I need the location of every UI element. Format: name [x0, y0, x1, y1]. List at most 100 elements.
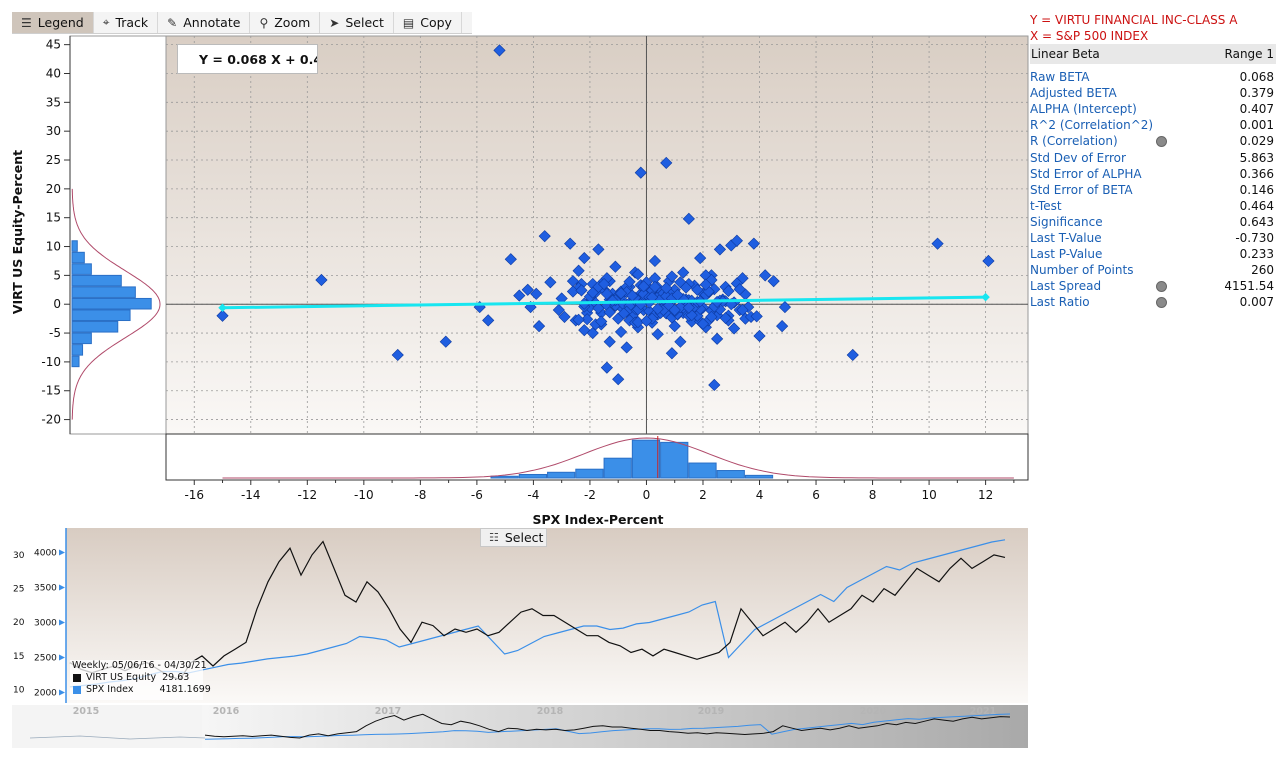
- data-point: [626, 289, 639, 302]
- data-point: [711, 332, 724, 345]
- stat-value: 0.366: [1239, 166, 1274, 181]
- timeseries-select-button[interactable]: ☷ Select: [480, 528, 547, 547]
- stat-label: Adjusted BETA: [1030, 86, 1117, 101]
- stat-row[interactable]: Last Spread 4151.54: [1030, 278, 1276, 294]
- data-point: [555, 292, 568, 305]
- data-point: [736, 303, 749, 317]
- beta-chart-canvas[interactable]: -16 -14 -12 -10 -8 -6 -4 -2 0 2 4 6 8 10 1245403530252…: [0, 0, 1030, 759]
- data-point: [603, 335, 616, 348]
- y-tick-label: -20: [41, 413, 61, 427]
- spx-series-line: [69, 539, 1006, 688]
- track-button[interactable]: ⌖ Track: [94, 12, 159, 33]
- stat-row[interactable]: Significance 0.643: [1030, 214, 1276, 230]
- stat-row[interactable]: Raw BETA 0.068: [1030, 69, 1276, 85]
- x-histogram-bar: [575, 468, 604, 479]
- stat-label: Significance: [1030, 214, 1103, 229]
- data-point: [727, 322, 741, 335]
- x-histogram-bar: [603, 457, 632, 479]
- stat-value: -0.730: [1235, 230, 1274, 245]
- navigator-history-line: [29, 735, 206, 740]
- stat-value: 5.863: [1239, 150, 1274, 165]
- x-tick-label: 10: [921, 488, 936, 502]
- stat-label: Last T-Value: [1030, 230, 1102, 245]
- y-histogram-bar: [71, 321, 119, 333]
- y-histogram-bar: [71, 309, 131, 322]
- stat-value: 0.407: [1239, 102, 1274, 117]
- stat-value: 0.029: [1239, 134, 1274, 149]
- x-histogram-bar: [716, 470, 745, 479]
- navigator-year-label: 2015: [73, 706, 99, 717]
- stat-row[interactable]: Std Dev of Error 5.863: [1030, 149, 1276, 165]
- stat-row[interactable]: Adjusted BETA 0.379: [1030, 85, 1276, 101]
- scatter-plot-area: [165, 35, 1029, 435]
- stat-label: R (Correlation): [1030, 134, 1118, 149]
- y-tick-label: -15: [41, 384, 61, 398]
- data-point: [592, 302, 605, 315]
- axis-arrow-marker: [59, 619, 65, 626]
- data-point: [778, 301, 792, 314]
- stat-row[interactable]: Last Ratio 0.007: [1030, 294, 1276, 310]
- regression-endpoint: [981, 292, 990, 302]
- x-tick-label: -6: [471, 488, 483, 502]
- data-point: [575, 284, 588, 297]
- data-point: [532, 320, 546, 333]
- data-point: [665, 270, 678, 283]
- y-histogram-bar: [71, 297, 152, 310]
- data-point: [759, 269, 772, 282]
- list-icon: ☷: [489, 531, 499, 544]
- annotate-button[interactable]: ✎ Annotate: [158, 12, 251, 33]
- axis-arrow-marker: [59, 689, 65, 696]
- stat-row[interactable]: Last P-Value 0.233: [1030, 246, 1276, 262]
- select-button[interactable]: ➤ Select: [320, 12, 394, 33]
- virt-series-line: [69, 540, 1006, 681]
- stat-row[interactable]: Number of Points 260: [1030, 262, 1276, 278]
- navigator-year-label: 2021: [970, 706, 996, 717]
- y-tick-label: 25: [46, 153, 61, 167]
- left-axis-tick-label: 15: [13, 652, 24, 662]
- y-histogram-bar: [71, 332, 92, 345]
- stat-value: 0.379: [1239, 86, 1274, 101]
- data-point: [586, 286, 599, 299]
- data-point: [747, 237, 760, 250]
- timeseries-legend: Weekly: 05/06/16 - 04/30/21 VIRT US Equi…: [70, 660, 211, 700]
- zoom-button[interactable]: ⚲ Zoom: [250, 12, 321, 33]
- legend-button[interactable]: ☰ Legend: [12, 12, 94, 33]
- stats-header-range: Range 1: [1224, 47, 1274, 61]
- stat-row[interactable]: R^2 (Correlation^2) 0.001: [1030, 117, 1276, 133]
- x-histogram-bar: [490, 475, 519, 479]
- data-point: [572, 313, 585, 326]
- copy-button[interactable]: ▤ Copy: [394, 12, 462, 33]
- data-point: [513, 289, 526, 302]
- data-point: [646, 291, 659, 304]
- stats-rows: Raw BETA 0.068 Adjusted BETA 0.379 ALPHA (In…: [1030, 69, 1276, 310]
- stat-label: Raw BETA: [1030, 70, 1090, 85]
- stat-label: R^2 (Correlation^2): [1030, 118, 1154, 133]
- y-histogram-bar: [71, 286, 136, 298]
- navigator-virt-line: [204, 713, 1011, 739]
- axis-arrow-marker: [59, 654, 65, 661]
- data-point: [558, 310, 571, 323]
- data-point: [846, 348, 859, 362]
- y-axis-label: VIRT US Equity-Percent: [10, 150, 25, 314]
- stat-row[interactable]: t-Test 0.464: [1030, 198, 1276, 214]
- stat-row[interactable]: R (Correlation) 0.029: [1030, 133, 1276, 149]
- gear-icon[interactable]: [1156, 135, 1167, 147]
- y-histogram-bar: [71, 344, 84, 356]
- stat-label: Number of Points: [1030, 263, 1134, 278]
- magnifier-icon: ⚲: [259, 15, 269, 30]
- data-point: [750, 310, 763, 323]
- stat-row[interactable]: Std Error of ALPHA 0.366: [1030, 166, 1276, 182]
- left-axis-tick-label: 10: [13, 686, 25, 696]
- data-point: [674, 335, 687, 348]
- y-tick-label: 30: [46, 124, 61, 138]
- data-point: [699, 278, 712, 291]
- stat-row[interactable]: Std Error of BETA 0.146: [1030, 182, 1276, 198]
- data-point: [931, 237, 944, 250]
- stat-row[interactable]: ALPHA (Intercept) 0.407: [1030, 101, 1276, 117]
- stat-row[interactable]: Last T-Value -0.730: [1030, 230, 1276, 246]
- x-tick-label: 0: [643, 488, 651, 502]
- gear-icon[interactable]: [1156, 280, 1167, 292]
- gear-icon[interactable]: [1156, 296, 1167, 308]
- data-point: [982, 254, 995, 268]
- data-point: [631, 268, 645, 281]
